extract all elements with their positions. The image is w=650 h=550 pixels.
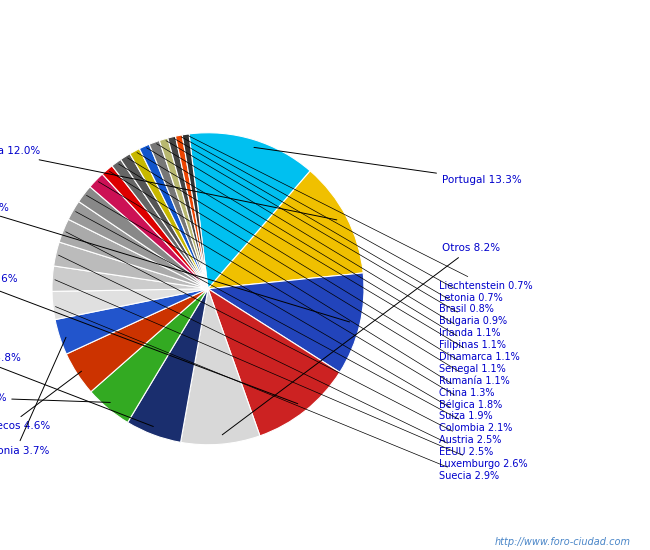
Wedge shape [139, 144, 208, 289]
Wedge shape [208, 289, 340, 436]
Text: Senegal 1.1%: Senegal 1.1% [127, 158, 506, 374]
Wedge shape [112, 160, 208, 289]
Text: Italia 4.9%: Italia 4.9% [0, 393, 111, 403]
Text: Luxemburgo 2.6%: Luxemburgo 2.6% [55, 280, 528, 469]
Wedge shape [66, 289, 208, 392]
Wedge shape [176, 135, 208, 289]
Text: Huelva - Turistas extranjeros según país - Abril de 2024: Huelva - Turistas extranjeros según país… [86, 15, 564, 31]
Wedge shape [102, 166, 208, 289]
Wedge shape [127, 289, 208, 442]
Wedge shape [181, 289, 260, 445]
Text: Francia 10.6%: Francia 10.6% [0, 202, 350, 322]
Text: Alemania 12.0%: Alemania 12.0% [0, 146, 337, 220]
Wedge shape [208, 273, 364, 372]
Wedge shape [90, 174, 208, 289]
Text: Colombia 2.1%: Colombia 2.1% [75, 212, 512, 433]
Text: Austria 2.5%: Austria 2.5% [66, 232, 501, 446]
Wedge shape [52, 266, 208, 292]
Text: China 1.3%: China 1.3% [109, 171, 495, 398]
Text: Dinamarca 1.1%: Dinamarca 1.1% [137, 152, 519, 362]
Wedge shape [150, 141, 208, 289]
Text: Polonia 3.7%: Polonia 3.7% [0, 337, 66, 456]
Wedge shape [182, 134, 208, 289]
Wedge shape [121, 154, 208, 289]
Text: Letonia 0.7%: Letonia 0.7% [181, 137, 502, 302]
Wedge shape [68, 201, 208, 289]
Wedge shape [168, 136, 208, 289]
Text: Portugal 13.3%: Portugal 13.3% [254, 147, 522, 185]
Text: Suecia 2.9%: Suecia 2.9% [55, 306, 499, 481]
Wedge shape [189, 133, 310, 289]
Wedge shape [52, 289, 208, 320]
Text: Reino Unido 10.6%: Reino Unido 10.6% [0, 274, 298, 404]
Text: Suiza 1.9%: Suiza 1.9% [86, 195, 493, 421]
Wedge shape [54, 242, 208, 289]
Text: Liechtenstein 0.7%: Liechtenstein 0.7% [188, 136, 532, 290]
Text: Países Bajos 5.8%: Países Bajos 5.8% [0, 352, 153, 426]
Wedge shape [55, 289, 208, 354]
Wedge shape [91, 289, 208, 422]
Text: http://www.foro-ciudad.com: http://www.foro-ciudad.com [495, 537, 630, 547]
Text: Filipinas 1.1%: Filipinas 1.1% [147, 148, 506, 350]
Wedge shape [59, 219, 208, 289]
Wedge shape [79, 187, 208, 289]
Text: Bélgica 1.8%: Bélgica 1.8% [98, 182, 502, 410]
Text: Marruecos 4.6%: Marruecos 4.6% [0, 371, 81, 431]
Wedge shape [130, 148, 208, 289]
Wedge shape [159, 138, 208, 289]
Text: Irlanda 1.1%: Irlanda 1.1% [157, 144, 500, 338]
Text: Brasil 0.8%: Brasil 0.8% [174, 139, 494, 315]
Text: EEUU 2.5%: EEUU 2.5% [58, 255, 493, 457]
Wedge shape [208, 171, 363, 289]
Text: Bulgaria 0.9%: Bulgaria 0.9% [166, 141, 507, 326]
Text: Otros 8.2%: Otros 8.2% [222, 243, 500, 435]
Text: Rumanía 1.1%: Rumanía 1.1% [119, 164, 510, 386]
